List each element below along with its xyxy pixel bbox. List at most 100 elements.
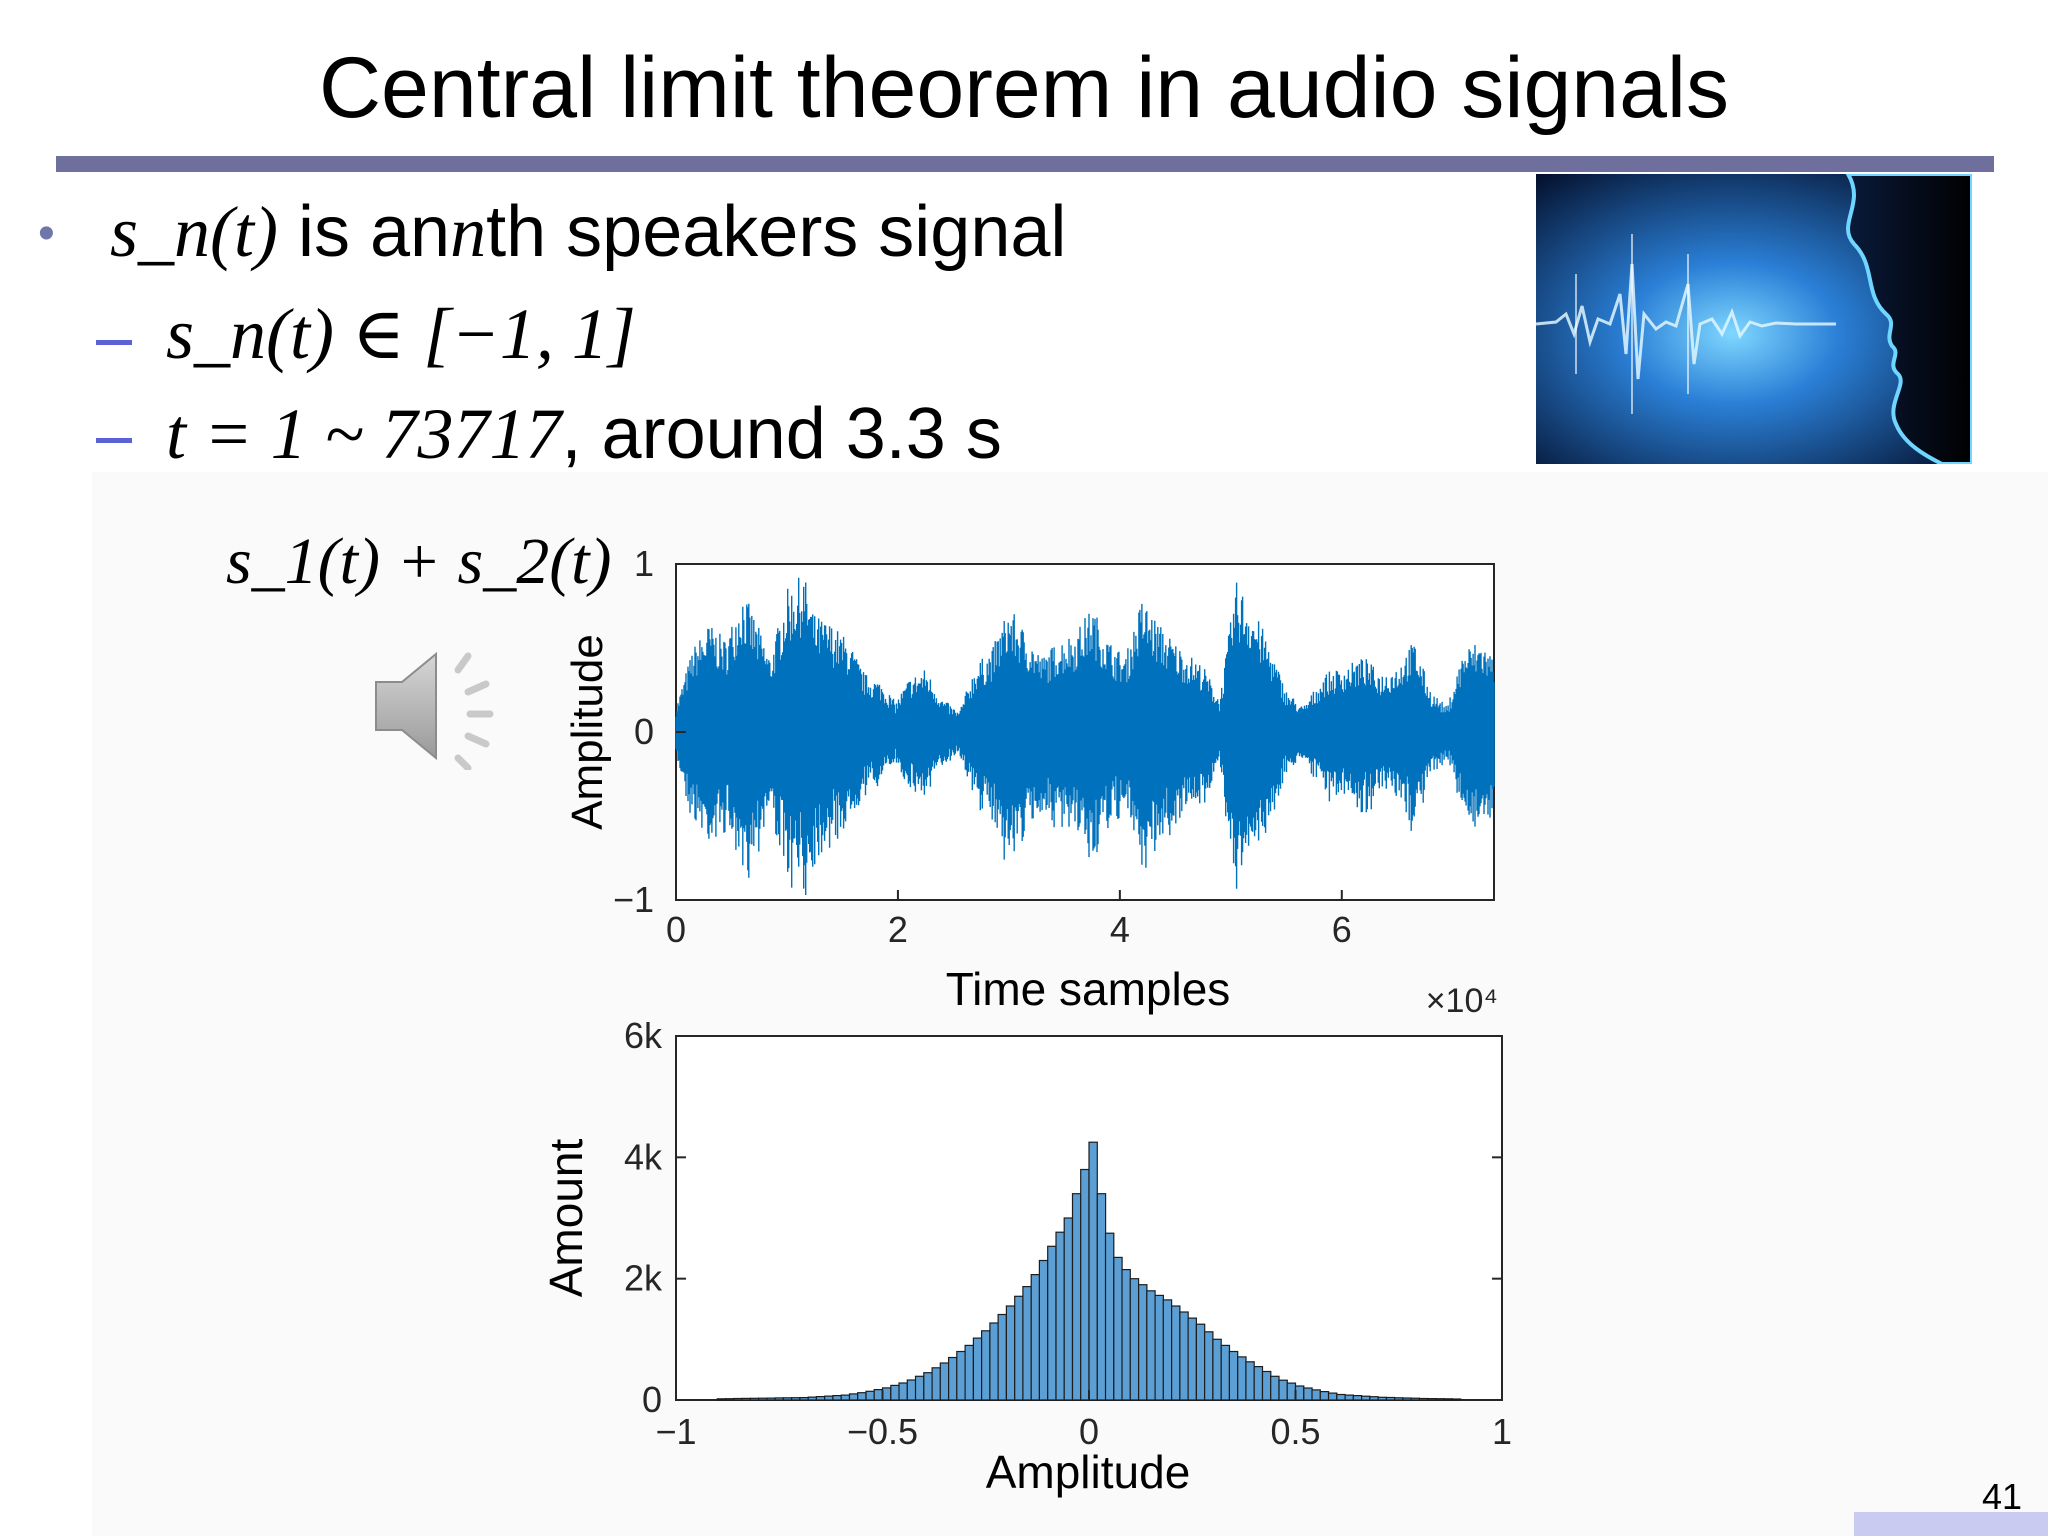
histogram-bar [964,1344,975,1401]
histogram-bar [981,1330,991,1401]
histogram-y-tick-label: 0 [642,1379,662,1420]
histogram-bar [1294,1385,1305,1401]
histogram-bar [1005,1305,1016,1401]
histogram-bar [1385,1396,1396,1401]
histogram-bar [873,1389,884,1401]
histogram-x-tick-label: −1 [655,1411,696,1452]
histogram-x-tick-label: 0.5 [1270,1411,1320,1452]
histogram-bar [1071,1193,1082,1401]
histogram-bar [1311,1389,1321,1401]
histogram-bar [725,1398,735,1401]
bullet-main-math-n: n [450,192,487,272]
bullet-main: s_n(t) is annth speakers signal [110,190,1066,274]
histogram-bar [832,1395,842,1401]
histogram-bar [906,1379,917,1401]
histogram-bar [1360,1395,1371,1401]
histogram-bar [1096,1193,1107,1401]
histogram-bar [972,1337,983,1401]
histogram-bar [1237,1356,1247,1401]
histogram-bar [774,1397,785,1401]
histogram-bar [1278,1379,1288,1401]
histogram-bar [939,1362,950,1401]
histogram-bar [758,1397,768,1401]
histogram-bar [1344,1394,1354,1401]
histogram-bar [1137,1284,1148,1401]
histogram-bar [898,1382,908,1401]
speaker-volume-icon[interactable] [372,640,512,770]
histogram-bar [1203,1331,1214,1401]
histogram-y-tick-label: 4k [624,1136,663,1177]
histogram-bar [1427,1398,1437,1401]
waveform-chart: 0 2 4 6 −1 0 1 Amplitude Time samples ×10⁴ [563,543,1498,1020]
histogram-bar [807,1396,818,1401]
histogram-bar [782,1397,793,1401]
histogram-bar [1245,1361,1255,1401]
waveform-x-tick-label: 2 [888,909,908,950]
histogram-bar [1113,1256,1123,1401]
bullet-dot: • [38,207,55,260]
waveform-x-exponent: ×10⁴ [1426,982,1498,1020]
histogram-bar [1187,1317,1197,1401]
histogram-bar [799,1397,809,1401]
sub-bullet-time: t = 1 ~ 73717, around 3.3 s [166,392,1002,476]
histogram-chart: −1 −0.5 0 0.5 1 0 2k 4k 6k Amount Amplitude [540,1018,1512,1498]
histogram-bar [791,1397,801,1401]
histogram-y-tick-label: 2k [624,1258,663,1299]
histogram-bar [948,1356,958,1401]
histogram-bar [1402,1397,1412,1401]
histogram-bar [1055,1231,1065,1401]
histogram-bar [766,1397,776,1401]
histogram-bar [848,1393,859,1401]
histogram-bar [840,1394,851,1401]
histogram-bar [1088,1141,1098,1401]
histogram-bar [1220,1344,1231,1401]
histogram-bar [923,1372,933,1401]
histogram-x-tick-label: 0 [1079,1411,1099,1452]
speech-waveform-face-image [1536,174,1972,464]
histogram-bar [1047,1245,1057,1401]
sub-bullet-time-text: , around 3.3 s [561,394,1002,474]
histogram-bar [815,1396,826,1401]
waveform-y-tick-label: 0 [634,711,654,752]
bullet-main-text-before: is an [298,192,451,272]
histogram-bar [1179,1311,1189,1401]
sub-bullet-dash [96,438,132,443]
title-divider [56,156,1994,172]
histogram-bar [1336,1393,1346,1401]
histogram-bar [1129,1278,1140,1401]
histogram-bar [1377,1396,1387,1401]
waveform-y-tick-label: 1 [634,543,654,584]
bullet-main-math: s_n(t) [110,192,278,272]
histogram-bar [716,1398,727,1401]
waveform-ylabel: Amplitude [563,634,612,830]
histogram-bar [1104,1232,1115,1401]
sub-bullet-time-math: t = 1 ~ 73717 [166,394,562,474]
histogram-bar [1303,1387,1313,1401]
waveform-x-tick-label: 0 [666,909,686,950]
histogram-bar [1270,1375,1280,1401]
histogram-bar [1369,1396,1379,1401]
histogram-bar [914,1375,925,1401]
sub-bullet-range: s_n(t) ∈ [−1, 1] [166,294,636,374]
histogram-bar [857,1392,867,1401]
waveform-x-tick-label: 6 [1332,909,1352,950]
histogram-bar [741,1397,752,1401]
histogram-bar [1410,1397,1420,1401]
histogram-bar [1253,1366,1264,1401]
page-number: 41 [1981,1476,2022,1517]
histogram-bar [1063,1217,1074,1401]
histogram-bar [1170,1305,1181,1401]
histogram-bar [1154,1294,1164,1401]
histogram-bar [1286,1382,1297,1401]
histogram-bar [1030,1274,1041,1401]
histogram-xlabel: Amplitude [986,1446,1191,1498]
histogram-bar [1443,1398,1454,1401]
histogram-bar [1393,1397,1404,1401]
histogram-bar [1162,1299,1173,1401]
histogram-ylabel: Amount [540,1139,592,1298]
histogram-bar [1146,1290,1156,1401]
histogram-bar [1195,1323,1206,1401]
histogram-bar [1319,1391,1330,1401]
histogram-bar [1327,1392,1338,1401]
histogram-bar [865,1390,875,1401]
